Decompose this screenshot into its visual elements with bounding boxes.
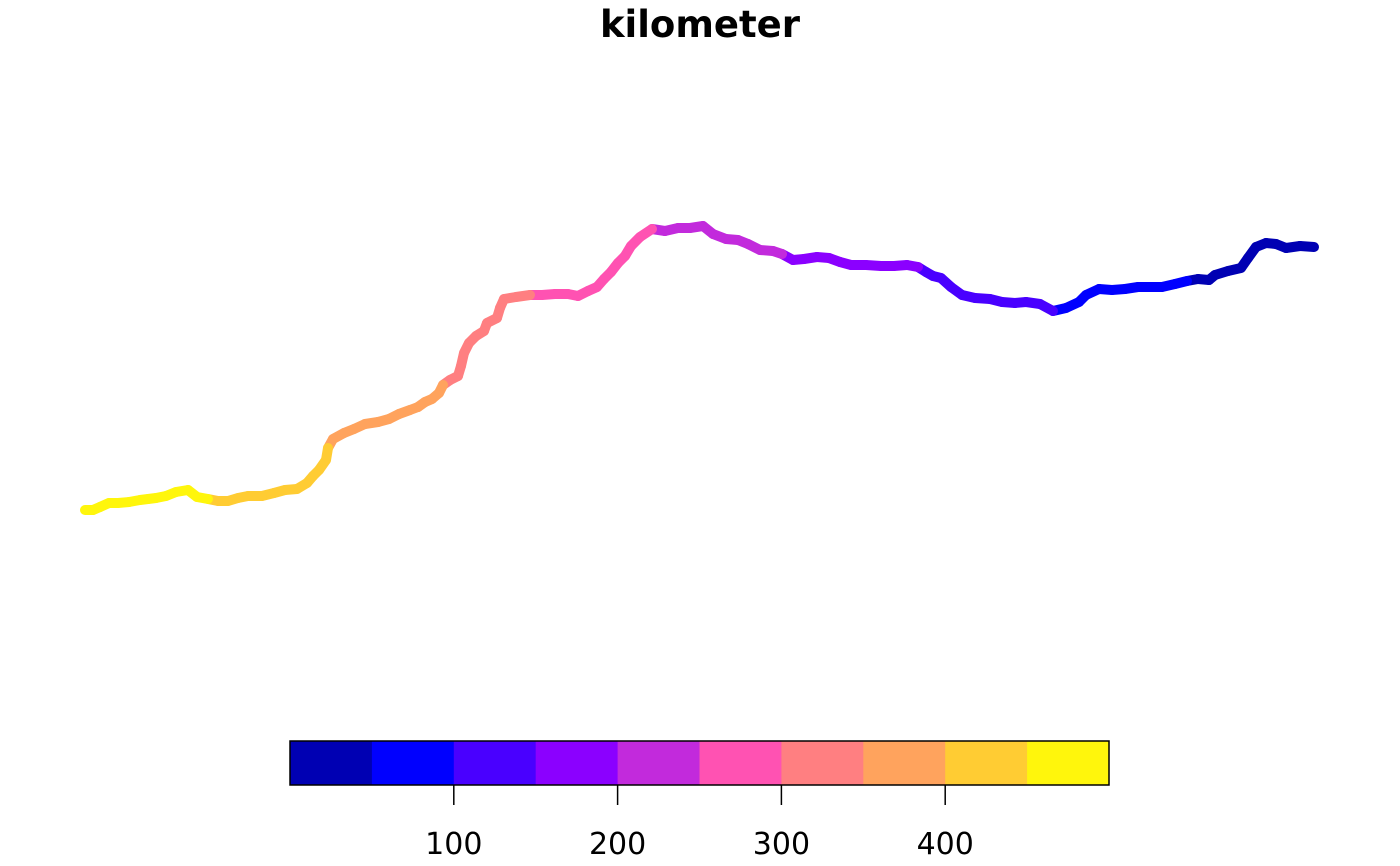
colorbar-swatch [290,741,373,785]
colorbar-frame [289,740,1110,786]
colorbar-swatch [535,741,619,785]
colorbar-swatch [617,741,700,785]
colorbar: 100 200 300 400 [289,740,1110,862]
colorbar-tick-label: 100 [425,827,482,862]
colorbar-swatch [1027,741,1110,785]
colorbar-swatch [945,741,1028,785]
colorbar-swatch [781,741,864,785]
colorbar-tick-label: 200 [589,827,646,862]
colorbar-swatch [371,741,455,785]
colorbar-swatch [699,741,782,785]
colorbar-swatch [453,741,537,785]
colorbar-tick-label: 300 [753,827,810,862]
colorbar-swatch [863,741,946,785]
chart-title: kilometer [600,3,801,46]
colorbar-tick-label: 400 [917,827,974,862]
river-line [80,221,1319,515]
